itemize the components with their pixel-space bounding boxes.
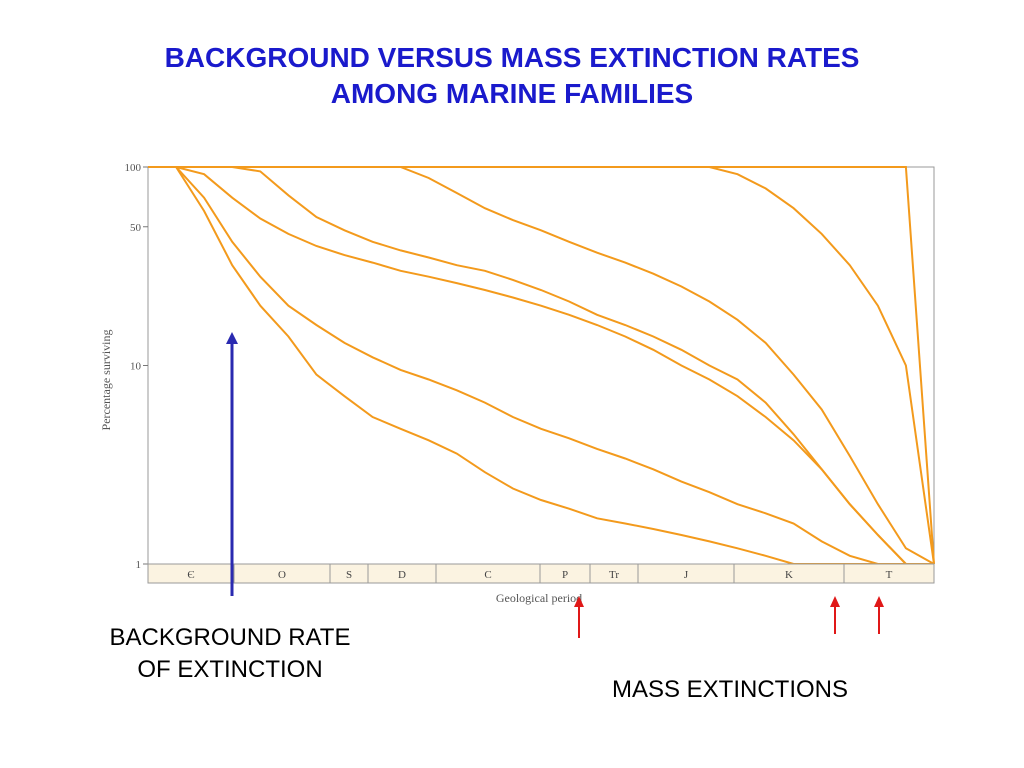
period-label: O [278, 569, 286, 581]
y-axis-label: Percentage surviving [99, 330, 113, 431]
mass-extinction-arrow-tertiary [874, 596, 884, 634]
y-axis-ticks: 100 50 10 1 [125, 162, 148, 571]
background-rate-caption: BACKGROUND RATE OF EXTINCTION [80, 622, 380, 686]
series-line-2 [148, 166, 934, 565]
period-label: Є [187, 569, 194, 581]
mass-extinctions-caption: MASS EXTINCTIONS [611, 676, 849, 703]
period-label: P [562, 569, 568, 581]
background-caption-line-2: OF EXTINCTION [137, 656, 323, 683]
period-label: D [398, 569, 406, 581]
y-tick-label: 10 [130, 361, 142, 373]
background-caption-line-1: BACKGROUND RATE [109, 624, 351, 651]
mass-extinction-arrow-cretaceous [830, 596, 840, 634]
series-lines [148, 166, 935, 565]
x-axis-label: Geological period [496, 591, 582, 605]
period-bar: Є O S D C P Tr J K T [147, 563, 935, 584]
period-label: K [785, 569, 793, 581]
series-line-6 [148, 166, 935, 565]
series-line-5 [148, 166, 935, 565]
title-line-1: BACKGROUND VERSUS MASS EXTINCTION RATES [164, 42, 860, 73]
series-line-3 [148, 166, 934, 565]
period-label: Tr [609, 569, 619, 581]
mass-extinction-arrow-permian [574, 596, 584, 638]
series-line-7 [148, 166, 935, 565]
period-bar-background [147, 563, 935, 584]
series-line-1 [148, 166, 934, 565]
period-label: J [684, 569, 689, 581]
period-label: T [886, 569, 893, 581]
period-label: S [346, 569, 352, 581]
period-label: C [484, 569, 491, 581]
y-tick-label: 50 [130, 222, 142, 234]
series-line-4 [148, 166, 934, 565]
title-line-2: AMONG MARINE FAMILIES [330, 78, 694, 109]
background-rate-arrow [226, 332, 238, 596]
slide-title: BACKGROUND VERSUS MASS EXTINCTION RATES … [0, 40, 1024, 112]
y-tick-label: 1 [136, 559, 142, 571]
y-tick-label: 100 [125, 162, 142, 174]
